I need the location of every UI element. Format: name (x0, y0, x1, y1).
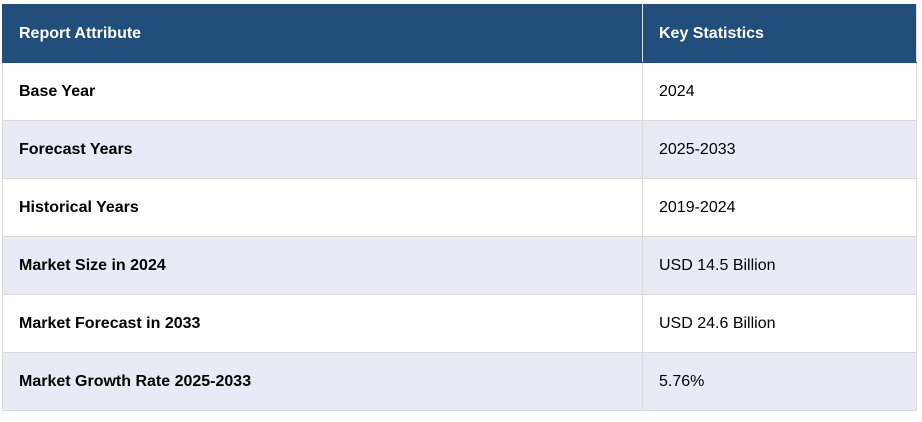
attribute-cell: Forecast Years (2, 120, 643, 179)
attribute-cell: Market Size in 2024 (2, 236, 643, 295)
report-table: Report Attribute Key Statistics Base Yea… (2, 4, 917, 411)
attribute-cell: Base Year (2, 62, 643, 121)
table-row: Market Growth Rate 2025-2033 5.76% (2, 352, 917, 411)
statistic-cell: 5.76% (642, 352, 917, 411)
attribute-cell: Market Forecast in 2033 (2, 294, 643, 353)
attribute-cell: Historical Years (2, 178, 643, 237)
statistic-cell: 2019-2024 (642, 178, 917, 237)
header-cell: Key Statistics (642, 4, 917, 63)
header-row: Report Attribute Key Statistics (2, 4, 917, 63)
table-row: Market Forecast in 2033 USD 24.6 Billion (2, 294, 917, 353)
table-row: Market Size in 2024 USD 14.5 Billion (2, 236, 917, 295)
table-body: Base Year 2024 Forecast Years 2025-2033 Hist… (2, 62, 917, 411)
statistic-cell: USD 14.5 Billion (642, 236, 917, 295)
statistic-cell: 2024 (642, 62, 917, 121)
table-row: Base Year 2024 (2, 62, 917, 121)
header-cell: Report Attribute (2, 4, 643, 63)
table-row: Forecast Years 2025-2033 (2, 120, 917, 179)
table-header: Report Attribute Key Statistics (2, 4, 917, 63)
statistic-cell: 2025-2033 (642, 120, 917, 179)
attribute-cell: Market Growth Rate 2025-2033 (2, 352, 643, 411)
statistic-cell: USD 24.6 Billion (642, 294, 917, 353)
table-row: Historical Years 2019-2024 (2, 178, 917, 237)
